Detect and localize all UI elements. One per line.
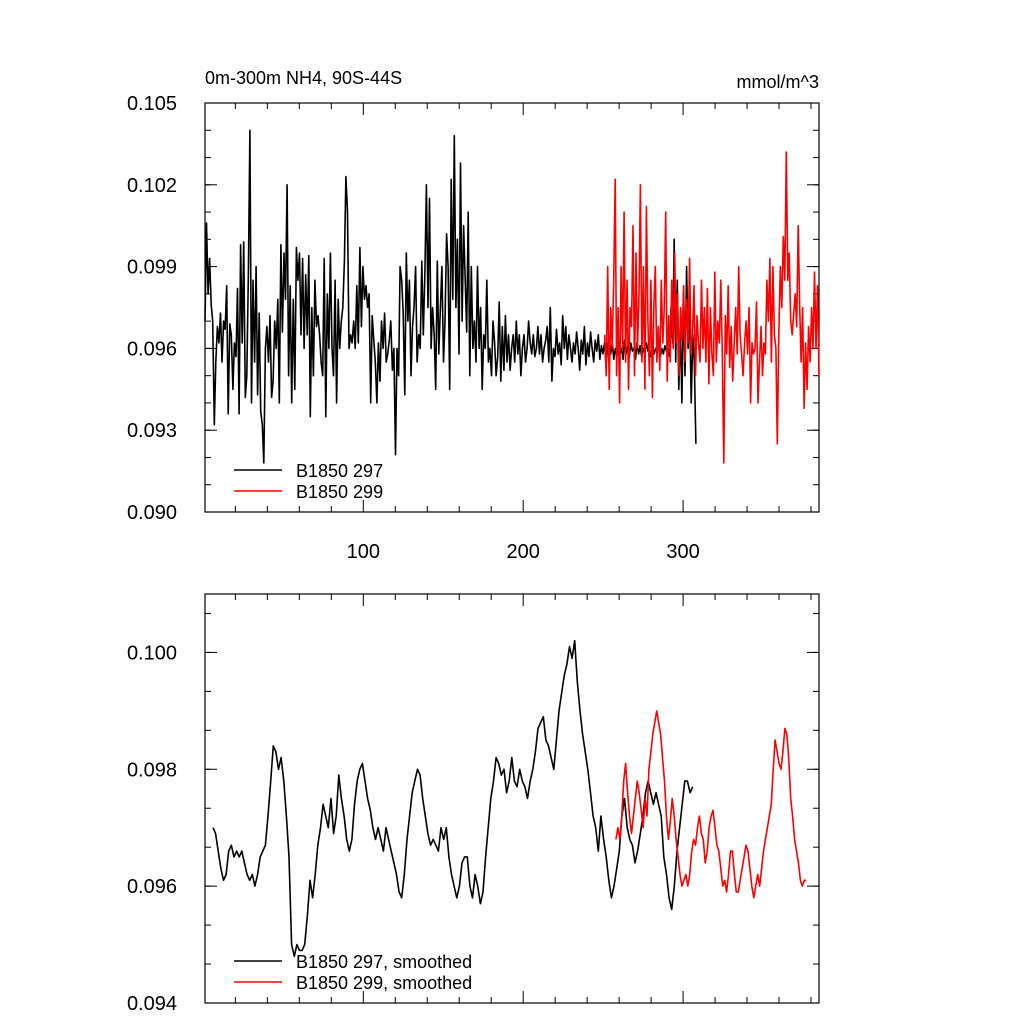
y-tick-label: 0.096 bbox=[127, 876, 177, 898]
series-line-b1850-297-smoothed bbox=[212, 639, 694, 958]
y-tick-label: 0.090 bbox=[127, 502, 177, 524]
x-tick-label: 300 bbox=[666, 541, 699, 563]
x-tick-label: 100 bbox=[347, 541, 380, 563]
y-tick-label: 0.099 bbox=[127, 257, 177, 279]
top-chart-title: 0m-300m NH4, 90S-44S bbox=[205, 68, 402, 88]
top-chart-units: mmol/m^3 bbox=[737, 72, 819, 92]
y-tick-label: 0.094 bbox=[127, 993, 177, 1015]
y-tick-label: 0.100 bbox=[127, 642, 177, 664]
series-line-b1850-299 bbox=[603, 151, 820, 464]
top-legend: B1850 297 B1850 299 bbox=[234, 461, 383, 502]
top-series-group bbox=[204, 129, 820, 464]
bottom-legend-label-b1850-299: B1850 299, smoothed bbox=[296, 973, 472, 993]
top-plot-frame bbox=[204, 102, 820, 513]
bottom-legend: B1850 297, smoothed B1850 299, smoothed bbox=[234, 952, 472, 993]
top-panel: 0m-300m NH4, 90S-44S mmol/m^3 0.090 0.093… bbox=[127, 68, 820, 563]
y-tick-label: 0.098 bbox=[127, 759, 177, 781]
bottom-plot-frame bbox=[204, 593, 820, 1004]
top-legend-label-b1850-297: B1850 297 bbox=[296, 461, 383, 481]
series-line-b1850-297 bbox=[204, 129, 697, 464]
x-tick-label: 200 bbox=[507, 541, 540, 563]
bottom-legend-label-b1850-297: B1850 297, smoothed bbox=[296, 952, 472, 972]
top-legend-label-b1850-299: B1850 299 bbox=[296, 482, 383, 502]
y-tick-label: 0.105 bbox=[127, 93, 177, 115]
top-x-axis: 100 200 300 bbox=[234, 103, 812, 563]
bottom-x-axis bbox=[234, 594, 812, 1003]
bottom-panel: 0.094 0.096 0.098 0.100 B1850 297, smoothed… bbox=[127, 593, 820, 1015]
bottom-y-axis: 0.094 0.096 0.098 0.100 bbox=[127, 612, 819, 1015]
series-line-b1850-299-smoothed bbox=[615, 710, 807, 899]
y-tick-label: 0.093 bbox=[127, 420, 177, 442]
bottom-series-group bbox=[212, 639, 807, 958]
top-y-axis: 0.090 0.093 0.096 0.099 0.102 0.105 bbox=[127, 93, 819, 524]
y-tick-label: 0.096 bbox=[127, 338, 177, 360]
y-tick-label: 0.102 bbox=[127, 175, 177, 197]
